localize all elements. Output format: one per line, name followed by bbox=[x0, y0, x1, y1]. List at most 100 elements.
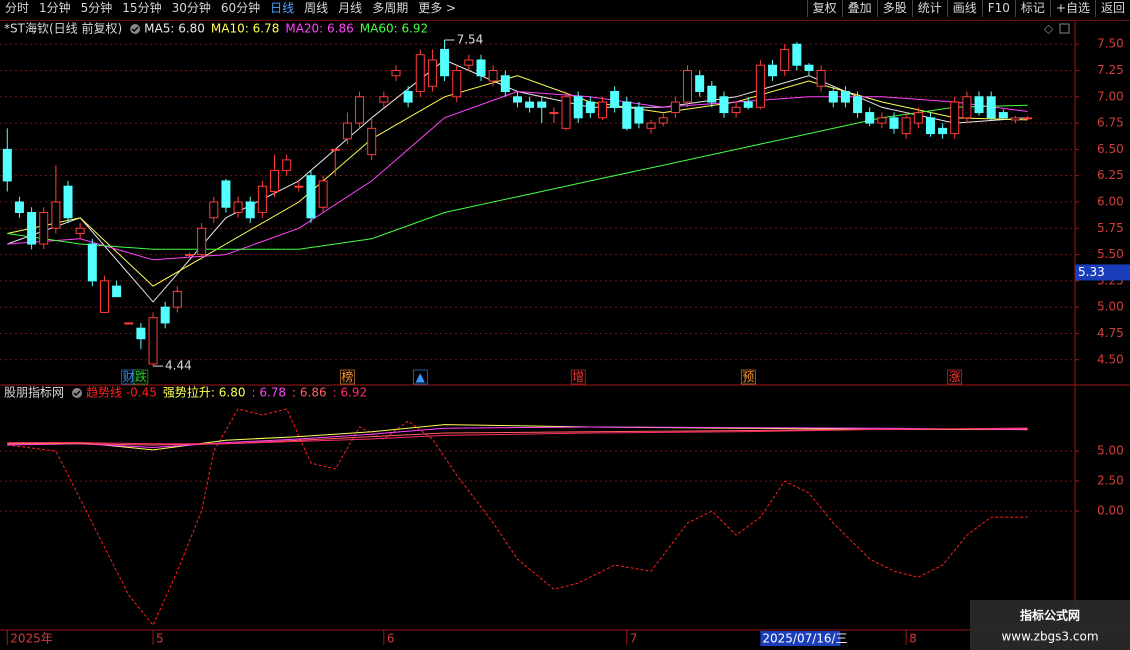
y-tick-label: 4.75 bbox=[1097, 326, 1124, 340]
icon[interactable]: ◇ bbox=[1044, 22, 1054, 36]
event-label: 预 bbox=[742, 370, 754, 384]
tool-button[interactable]: 多股 bbox=[876, 0, 912, 17]
tool-button[interactable]: 返回 bbox=[1094, 0, 1130, 17]
cursor-price-box bbox=[1075, 264, 1130, 281]
candle-body bbox=[792, 43, 802, 66]
candle-body bbox=[391, 69, 401, 77]
period-tab[interactable]: 月线 bbox=[338, 1, 363, 15]
candle-body bbox=[403, 91, 413, 103]
candle-body bbox=[610, 91, 620, 108]
period-tab[interactable]: 30分钟 bbox=[171, 1, 211, 15]
candle-body bbox=[731, 106, 741, 114]
candle-body bbox=[112, 285, 122, 298]
x-tick-label: 7 bbox=[630, 632, 638, 646]
series-line bbox=[7, 104, 1028, 250]
icon bbox=[73, 390, 81, 397]
period-tab[interactable]: 周线 bbox=[304, 1, 329, 15]
y-tick-label: 5.00 bbox=[1097, 300, 1124, 314]
candle-body bbox=[695, 75, 705, 93]
candle-body bbox=[901, 117, 911, 135]
tool-button[interactable]: +自选 bbox=[1049, 0, 1095, 17]
candle-body bbox=[270, 169, 280, 192]
candle-body bbox=[14, 201, 24, 213]
candle-body bbox=[124, 322, 134, 325]
tool-button[interactable]: 统计 bbox=[911, 0, 947, 17]
candle-body bbox=[257, 185, 267, 213]
candle-body bbox=[804, 64, 814, 71]
candle-body bbox=[634, 106, 644, 124]
icon bbox=[131, 26, 139, 33]
candle-body bbox=[464, 59, 474, 66]
legend-entry: MA10: 6.78 bbox=[211, 22, 279, 36]
candle-body bbox=[233, 201, 243, 213]
series-line bbox=[7, 426, 1028, 449]
candle-body bbox=[549, 112, 559, 115]
event-label: 涨 bbox=[949, 369, 961, 384]
candle-body bbox=[367, 127, 377, 156]
candle-body bbox=[51, 201, 61, 229]
extreme-label: 4.44 bbox=[165, 359, 192, 373]
candle-body bbox=[27, 211, 37, 245]
candle-body bbox=[75, 227, 85, 235]
y-tick-label: 5.00 bbox=[1097, 444, 1124, 458]
candle-body bbox=[950, 101, 960, 135]
tool-button[interactable]: F10 bbox=[981, 0, 1015, 17]
panel-title: *ST海钦(日线 前复权) bbox=[4, 21, 122, 36]
candle-body bbox=[379, 96, 389, 103]
period-tab[interactable]: 更多 > bbox=[418, 1, 457, 15]
candle-body bbox=[221, 180, 231, 208]
candle-body bbox=[342, 122, 352, 140]
candle-body bbox=[440, 48, 450, 77]
candle-body bbox=[986, 96, 996, 119]
tool-buttons: 复权 叠加 多股 统计 画线 F10 标记 +自选 返回 bbox=[806, 0, 1130, 20]
y-tick-label: 5.75 bbox=[1097, 221, 1124, 235]
candle-body bbox=[160, 306, 170, 324]
candle-body bbox=[816, 69, 826, 87]
legend-entry: : 6.92 bbox=[333, 386, 368, 400]
candle-body bbox=[853, 96, 863, 114]
y-tick-label: 7.00 bbox=[1097, 89, 1124, 103]
series-line bbox=[7, 427, 1028, 445]
candle-body bbox=[197, 227, 207, 256]
candle-body bbox=[537, 101, 547, 108]
y-tick-label: 5.50 bbox=[1097, 247, 1124, 261]
icon[interactable] bbox=[1059, 23, 1070, 34]
cursor-date-box bbox=[760, 631, 841, 646]
candle-body bbox=[683, 69, 693, 103]
y-tick-label: 6.75 bbox=[1097, 116, 1124, 130]
period-tabs: 分时 1分钟 5分钟 15分钟 30分钟 60分钟 日线 周线 月线 多周期 更多 > bbox=[0, 0, 461, 20]
period-tab[interactable]: 1分钟 bbox=[39, 1, 71, 15]
period-tab[interactable]: 多周期 bbox=[372, 1, 409, 15]
y-tick-label: 7.25 bbox=[1097, 63, 1124, 77]
period-tab[interactable]: 日线 bbox=[270, 1, 295, 15]
event-box bbox=[947, 369, 963, 385]
candle-body bbox=[306, 175, 316, 219]
candle-body bbox=[719, 96, 729, 114]
tool-button[interactable]: 复权 bbox=[806, 0, 842, 17]
candle-body bbox=[452, 69, 462, 98]
period-tab[interactable]: 5分钟 bbox=[80, 1, 113, 15]
event-box bbox=[133, 369, 149, 385]
extreme-label: 7.54 bbox=[457, 32, 484, 46]
candle-body bbox=[476, 59, 486, 77]
candle-body bbox=[415, 54, 425, 93]
candle-body bbox=[99, 280, 109, 313]
candle-body bbox=[355, 96, 365, 124]
period-tab[interactable]: 60分钟 bbox=[220, 1, 261, 15]
candle-body bbox=[488, 69, 498, 82]
period-tab[interactable]: 15分钟 bbox=[122, 1, 162, 15]
candle-body bbox=[500, 75, 510, 93]
candle-body bbox=[998, 112, 1008, 119]
candle-body bbox=[658, 117, 668, 124]
y-tick-label: 6.50 bbox=[1097, 142, 1124, 156]
candle-body bbox=[585, 101, 595, 114]
event-label: 跌 bbox=[135, 369, 147, 384]
tool-button[interactable]: 标记 bbox=[1014, 0, 1050, 17]
event-box bbox=[340, 369, 355, 385]
tool-button[interactable]: 画线 bbox=[946, 0, 982, 17]
legend-entry: : 6.78 bbox=[251, 386, 286, 400]
tool-button[interactable]: 叠加 bbox=[841, 0, 877, 17]
period-tab[interactable]: 分时 bbox=[5, 1, 30, 15]
candle-body bbox=[840, 91, 850, 103]
